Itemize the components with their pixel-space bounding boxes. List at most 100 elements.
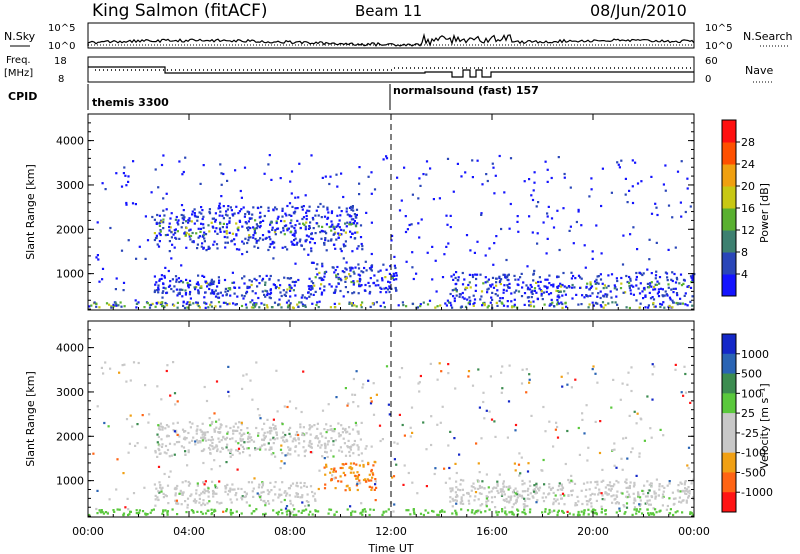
power-cell	[158, 222, 161, 225]
velocity-ytick-label: 2000	[56, 430, 84, 443]
velocity-cell-sparse	[184, 453, 187, 456]
power-cell	[549, 292, 553, 295]
velocity-cell	[623, 505, 626, 508]
velocity-cell-sparse	[344, 387, 347, 390]
power-cell	[258, 275, 261, 278]
velocity-cell	[681, 490, 684, 493]
power-cell	[259, 237, 262, 240]
power-cell	[602, 287, 605, 290]
power-cell	[495, 281, 498, 284]
velocity-cell	[513, 494, 516, 498]
power-cell-sparse	[411, 251, 414, 254]
velocity-cell	[226, 432, 229, 435]
power-cell-near	[532, 305, 536, 308]
power-cell	[176, 221, 179, 224]
power-cell-near	[652, 302, 655, 305]
velocity-cell	[235, 498, 239, 501]
power-cell-sparse	[180, 204, 184, 207]
power-cell	[532, 273, 535, 276]
power-cell	[330, 239, 333, 242]
power-cell	[196, 243, 199, 246]
velocity-cell	[307, 444, 310, 447]
velocity-cell-sparse	[275, 369, 278, 372]
velocity-cell-near	[112, 509, 115, 512]
power-cell-near	[156, 301, 159, 304]
power-cell	[352, 283, 355, 286]
velocity-cell	[318, 441, 321, 444]
power-cell-sparse	[492, 166, 495, 169]
power-cell	[345, 276, 348, 280]
power-cell	[457, 276, 460, 279]
power-cell	[176, 294, 179, 297]
velocity-cell	[187, 480, 190, 484]
power-cell	[330, 285, 333, 288]
velocity-cell-sparse	[628, 414, 631, 417]
velocity-cell-near	[592, 508, 595, 511]
velocity-cell	[472, 482, 475, 485]
velocity-cell-near	[277, 513, 280, 516]
velocity-cell	[161, 486, 164, 489]
velocity-cell-sparse	[343, 442, 346, 445]
power-cell	[318, 271, 321, 274]
velocity-cell-sparse	[471, 384, 475, 387]
power-cell	[370, 269, 373, 272]
velocity-cell	[267, 442, 270, 445]
velocity-cell-sparse	[662, 434, 665, 437]
velocity-cell	[281, 481, 284, 484]
velocity-cell	[211, 441, 214, 445]
power-cell	[620, 282, 623, 285]
velocity-cell	[213, 446, 216, 449]
velocity-cell-sparse	[283, 405, 286, 408]
velocity-cell	[586, 503, 589, 506]
velocity-cell-near	[443, 510, 446, 513]
power-cell-near	[164, 301, 167, 305]
power-cell	[338, 226, 341, 229]
power-cell-near	[638, 306, 641, 309]
power-cell-sparse	[101, 267, 105, 270]
velocity-cell-near	[548, 511, 551, 514]
velocity-cell	[511, 491, 515, 494]
power-cell	[336, 273, 340, 276]
velocity-cell	[175, 429, 178, 432]
velocity-cell	[297, 454, 300, 457]
velocity-cell	[182, 491, 185, 494]
power-cell	[242, 297, 245, 300]
power-cell-sparse	[513, 298, 516, 301]
velocity-cell	[668, 482, 671, 485]
velocity-cell-sparse	[612, 378, 615, 381]
power-cell-sparse	[492, 263, 495, 266]
velocity-cell	[207, 438, 210, 441]
power-cell-sparse	[132, 160, 135, 163]
power-cell	[305, 238, 308, 242]
power-cell-sparse	[122, 172, 125, 175]
velocity-cell-sparse	[687, 467, 690, 470]
velocity-cell-sparse	[610, 406, 613, 409]
power-cell	[486, 280, 489, 283]
power-cell	[210, 280, 213, 283]
velocity-cell	[527, 493, 530, 496]
power-cell	[161, 296, 164, 299]
velocity-cell-sparse	[551, 510, 554, 513]
velocity-cell	[532, 489, 535, 492]
velocity-cell-sparse	[638, 503, 641, 506]
power-cell	[213, 291, 216, 294]
velocity-cell	[176, 484, 179, 488]
power-cell	[296, 219, 299, 222]
power-cell	[676, 278, 679, 281]
power-cell-sparse	[231, 271, 234, 274]
power-cell-near	[672, 301, 675, 304]
power-cell	[158, 224, 161, 227]
velocity-cell	[159, 428, 162, 431]
velocity-cell	[219, 423, 222, 426]
velocity-cell	[224, 487, 227, 490]
xtick-label: 00:00	[72, 525, 104, 538]
power-cell	[312, 227, 315, 230]
velocity-cell	[357, 453, 360, 457]
velocity-cell	[499, 490, 503, 493]
power-cell-near	[561, 306, 564, 309]
velocity-cell	[204, 489, 207, 493]
power-cell	[247, 229, 250, 232]
power-cell	[231, 281, 234, 284]
power-cell	[502, 288, 505, 291]
velocity-cell	[175, 441, 179, 444]
